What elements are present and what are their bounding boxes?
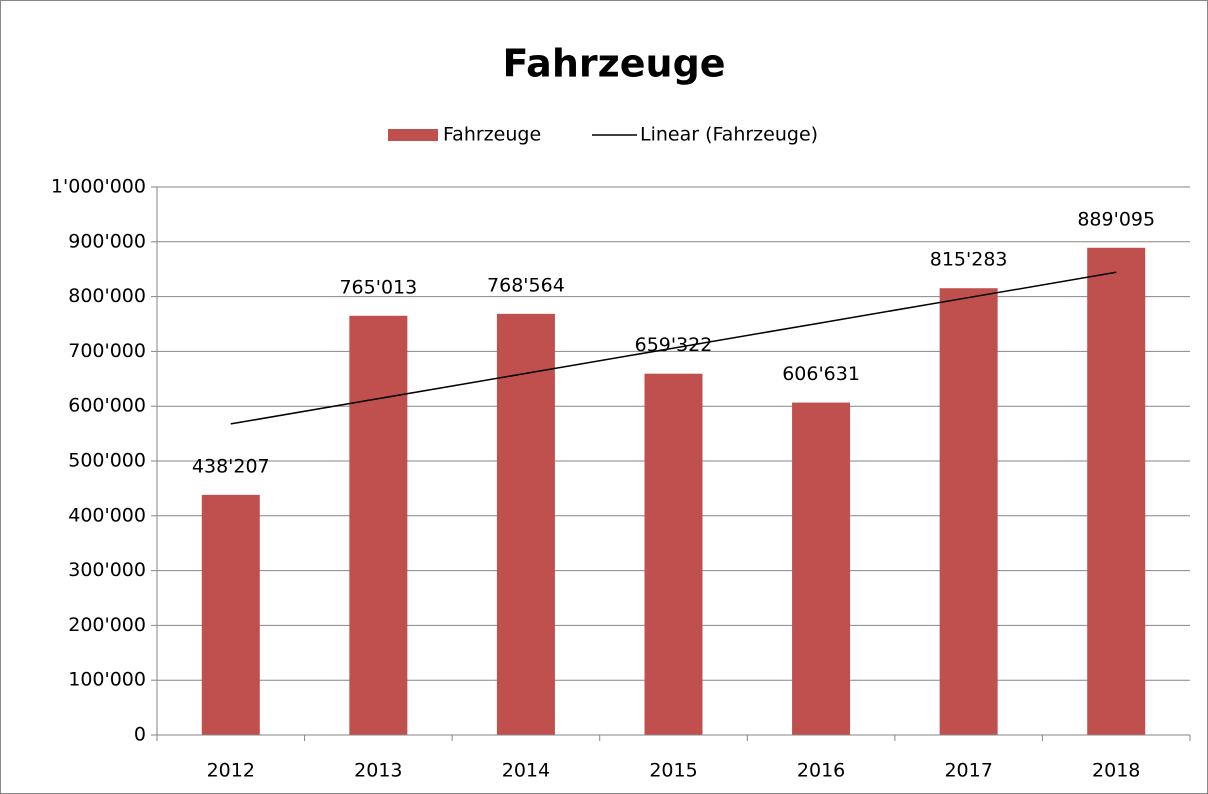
x-tick-label: 2014 [502, 760, 550, 782]
x-tick-label: 2016 [797, 760, 845, 782]
x-tick-label: 2015 [649, 760, 697, 782]
data-label: 768'564 [487, 274, 565, 296]
y-tick-label: 600'000 [68, 395, 146, 417]
x-tick-label: 2012 [207, 760, 255, 782]
y-tick-label: 700'000 [68, 340, 146, 362]
legend-label: Linear (Fahrzeuge) [640, 124, 818, 146]
legend-swatch [388, 129, 438, 141]
bar [792, 402, 851, 735]
y-tick-label: 200'000 [68, 614, 146, 636]
y-tick-label: 0 [134, 724, 146, 746]
bar [1087, 247, 1146, 735]
data-label: 606'631 [782, 363, 860, 385]
y-tick-label: 100'000 [68, 669, 146, 691]
y-tick-label: 1'000'000 [51, 176, 146, 198]
bar [939, 288, 998, 735]
data-label: 765'013 [339, 276, 417, 298]
y-tick-label: 300'000 [68, 559, 146, 581]
x-tick-label: 2013 [354, 760, 402, 782]
y-tick-label: 800'000 [68, 285, 146, 307]
trend-line [230, 271, 1117, 425]
data-label: 815'283 [930, 249, 1008, 271]
data-label: 438'207 [192, 455, 270, 477]
bar [496, 313, 555, 735]
x-tick-label: 2017 [944, 760, 992, 782]
data-label: 889'095 [1077, 208, 1155, 230]
legend-label: Fahrzeuge [443, 124, 541, 146]
chart-title: Fahrzeuge [502, 42, 725, 86]
y-tick-label: 400'000 [68, 504, 146, 526]
x-tick-label: 2018 [1092, 760, 1140, 782]
bar [349, 315, 408, 735]
bar [201, 494, 260, 735]
bar [644, 373, 703, 735]
y-tick-label: 900'000 [68, 230, 146, 252]
y-tick-label: 500'000 [68, 450, 146, 472]
